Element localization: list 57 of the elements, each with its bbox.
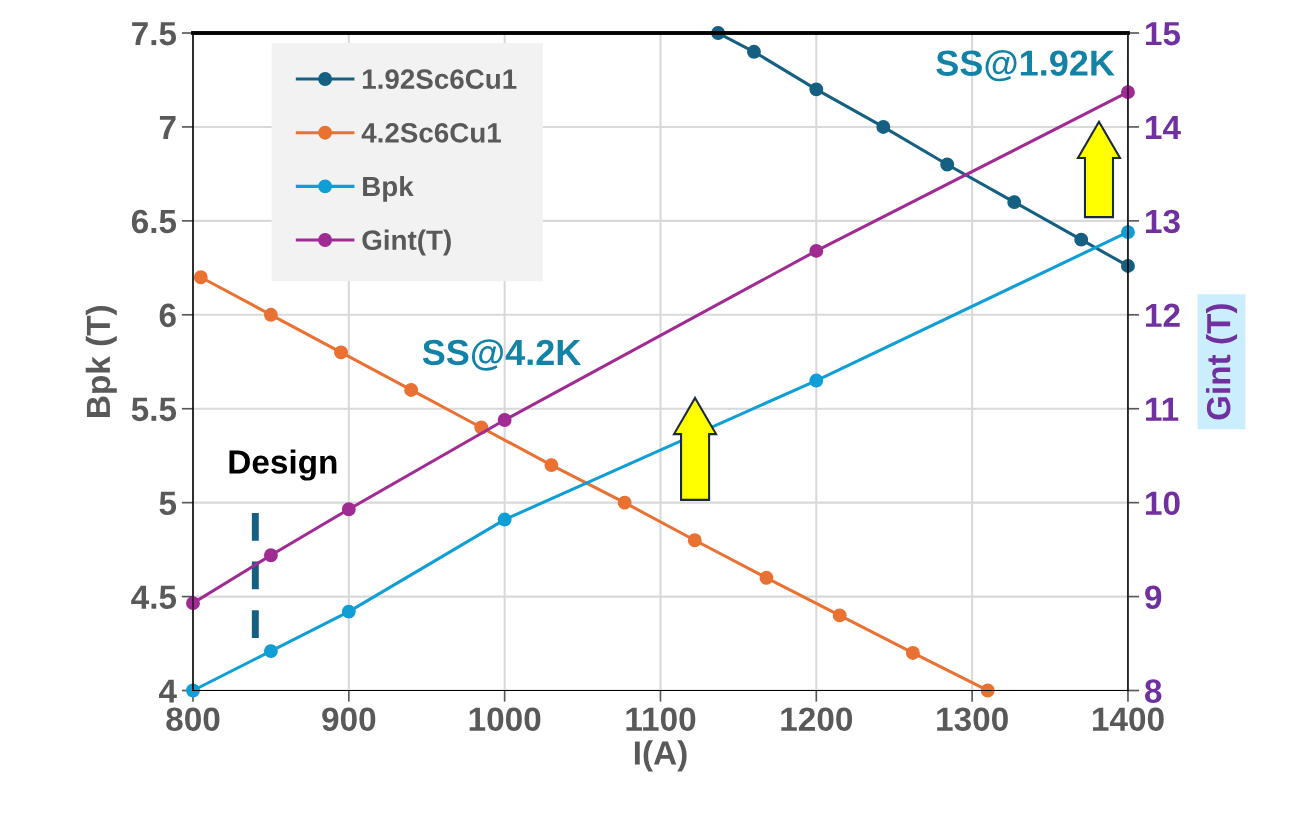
point: [263, 307, 278, 322]
y2-tick-label: 15: [1146, 22, 1181, 46]
point: [809, 373, 824, 388]
point: [759, 570, 774, 585]
x-tick-label: 1100: [626, 707, 696, 731]
point: [747, 44, 761, 59]
point: [404, 382, 419, 397]
y-tick-label: 7.5: [132, 22, 177, 46]
y2-tick-label: 14: [1146, 116, 1181, 140]
point: [497, 512, 512, 527]
y-axis-title: Bpk (T): [85, 306, 117, 417]
point: [1074, 232, 1089, 247]
x-tick-label: 1000: [469, 707, 541, 731]
y2-tick-label: 13: [1146, 209, 1180, 234]
x-tick-label: 1300: [937, 707, 1008, 732]
point: [334, 345, 348, 360]
point: [263, 644, 278, 659]
x-tick-label: 800: [166, 707, 220, 731]
legend-label: Bpk: [363, 175, 414, 202]
point: [617, 495, 632, 510]
x-tick-label: 900: [322, 707, 376, 731]
point: [1007, 195, 1022, 210]
y2-tick-label: 11: [1146, 397, 1179, 421]
y2-tick-label: 10: [1146, 491, 1180, 516]
point: [809, 82, 824, 97]
y2-tick-label: 8: [1144, 679, 1162, 703]
annotation: SS@1.92K: [936, 49, 1115, 82]
point: [905, 646, 920, 660]
point: [876, 119, 891, 134]
ref-line-label: Design: [229, 449, 337, 481]
x-axis-title: I(A): [634, 740, 687, 772]
legend-label: 1.92Sc6Cu1: [362, 69, 517, 89]
point: [687, 533, 702, 548]
legend-label: Gint(T): [362, 229, 451, 256]
y-tick-label: 4.5: [131, 585, 177, 609]
legend-label: 4.2Sc6Cu1: [361, 123, 501, 143]
y-tick-label: 7: [159, 116, 176, 140]
y-tick-label: 5: [159, 491, 177, 516]
point: [832, 608, 847, 623]
point: [341, 502, 356, 517]
point: [544, 458, 559, 473]
point: [193, 270, 208, 285]
point: [809, 243, 824, 258]
point: [940, 157, 955, 172]
y-tick-label: 4: [158, 679, 177, 703]
x-tick-label: 1400: [1092, 707, 1164, 731]
y-tick-label: 5.5: [131, 397, 177, 422]
y2-axis-title: Gint (T): [1206, 304, 1238, 420]
point: [341, 604, 356, 619]
annotation: SS@4.2K: [422, 339, 582, 371]
point: [497, 413, 512, 427]
x-tick-label: 1200: [781, 707, 853, 731]
y2-tick-label: 9: [1145, 585, 1162, 609]
point: [263, 548, 278, 563]
y2-tick-label: 12: [1146, 303, 1180, 327]
y-tick-label: 6: [159, 303, 176, 328]
y-tick-label: 6.5: [131, 209, 177, 234]
